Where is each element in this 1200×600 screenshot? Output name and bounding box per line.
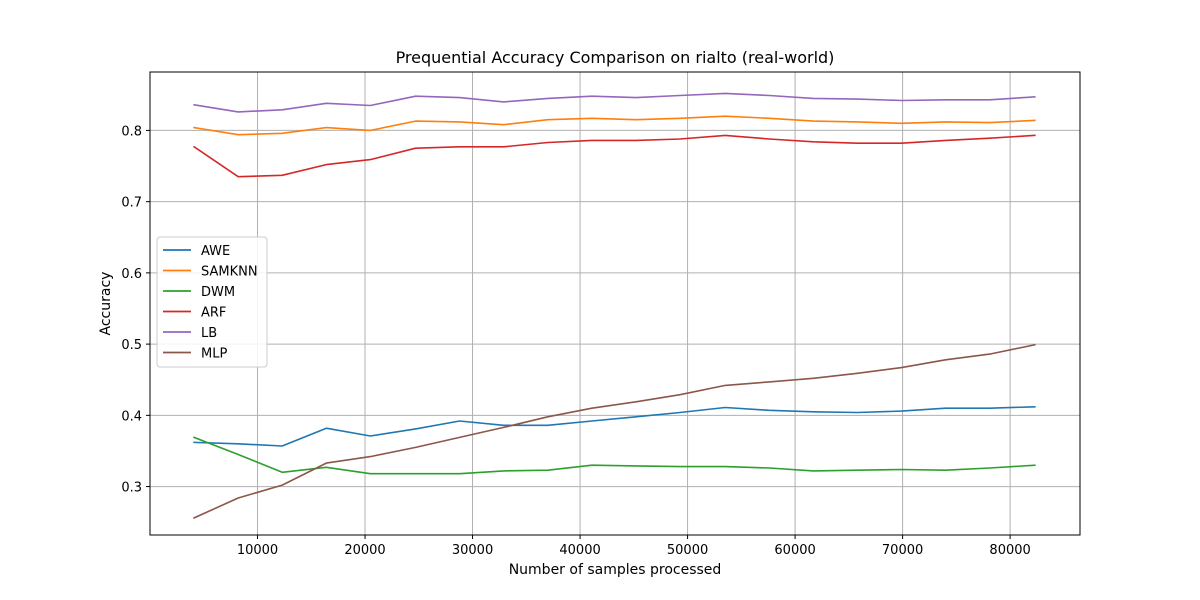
x-tick-label: 70000 <box>882 543 923 558</box>
series-line-arf <box>192 134 1036 178</box>
legend-label-mlp: MLP <box>201 347 227 362</box>
legend-box <box>156 236 268 368</box>
legend-label-dwm: DWM <box>201 285 235 300</box>
chart-title: Prequential Accuracy Comparison on rialt… <box>396 48 835 67</box>
x-tick-label: 20000 <box>344 543 385 558</box>
x-tick-label: 80000 <box>989 543 1030 558</box>
legend-label-samknn: SAMKNN <box>201 265 258 280</box>
plot-frame <box>149 71 1081 536</box>
series-lines <box>192 92 1036 519</box>
series-line-dwm <box>193 436 1036 475</box>
x-axis-label: Number of samples processed <box>509 562 722 578</box>
y-tick-label: 0.7 <box>121 196 142 211</box>
legend-label-awe: AWE <box>201 244 230 259</box>
series-line-lb <box>193 92 1036 113</box>
x-tick-label: 60000 <box>774 543 815 558</box>
x-tick-label: 50000 <box>667 543 708 558</box>
x-tick-label: 10000 <box>237 543 278 558</box>
y-axis-label: Accuracy <box>98 272 114 336</box>
y-tick-label: 0.3 <box>121 481 142 496</box>
legend-label-lb: LB <box>201 326 217 341</box>
series-line-awe <box>193 405 1036 447</box>
x-tick-label: 30000 <box>452 543 493 558</box>
y-tick-label: 0.4 <box>121 409 142 424</box>
axis-ticks: 10000 20000 30000 40000 50000 60000 70000 80000… <box>121 124 1030 558</box>
legend-label-arf: ARF <box>201 306 226 321</box>
y-tick-label: 0.8 <box>121 124 142 139</box>
legend: AWE SAMKNN DWM ARF LB MLP <box>156 236 268 368</box>
series-line-samknn <box>193 115 1036 136</box>
y-tick-label: 0.5 <box>121 338 142 353</box>
y-tick-label: 0.6 <box>121 267 142 282</box>
grid <box>150 72 1080 535</box>
x-tick-label: 40000 <box>559 543 600 558</box>
series-line-mlp <box>193 343 1036 519</box>
